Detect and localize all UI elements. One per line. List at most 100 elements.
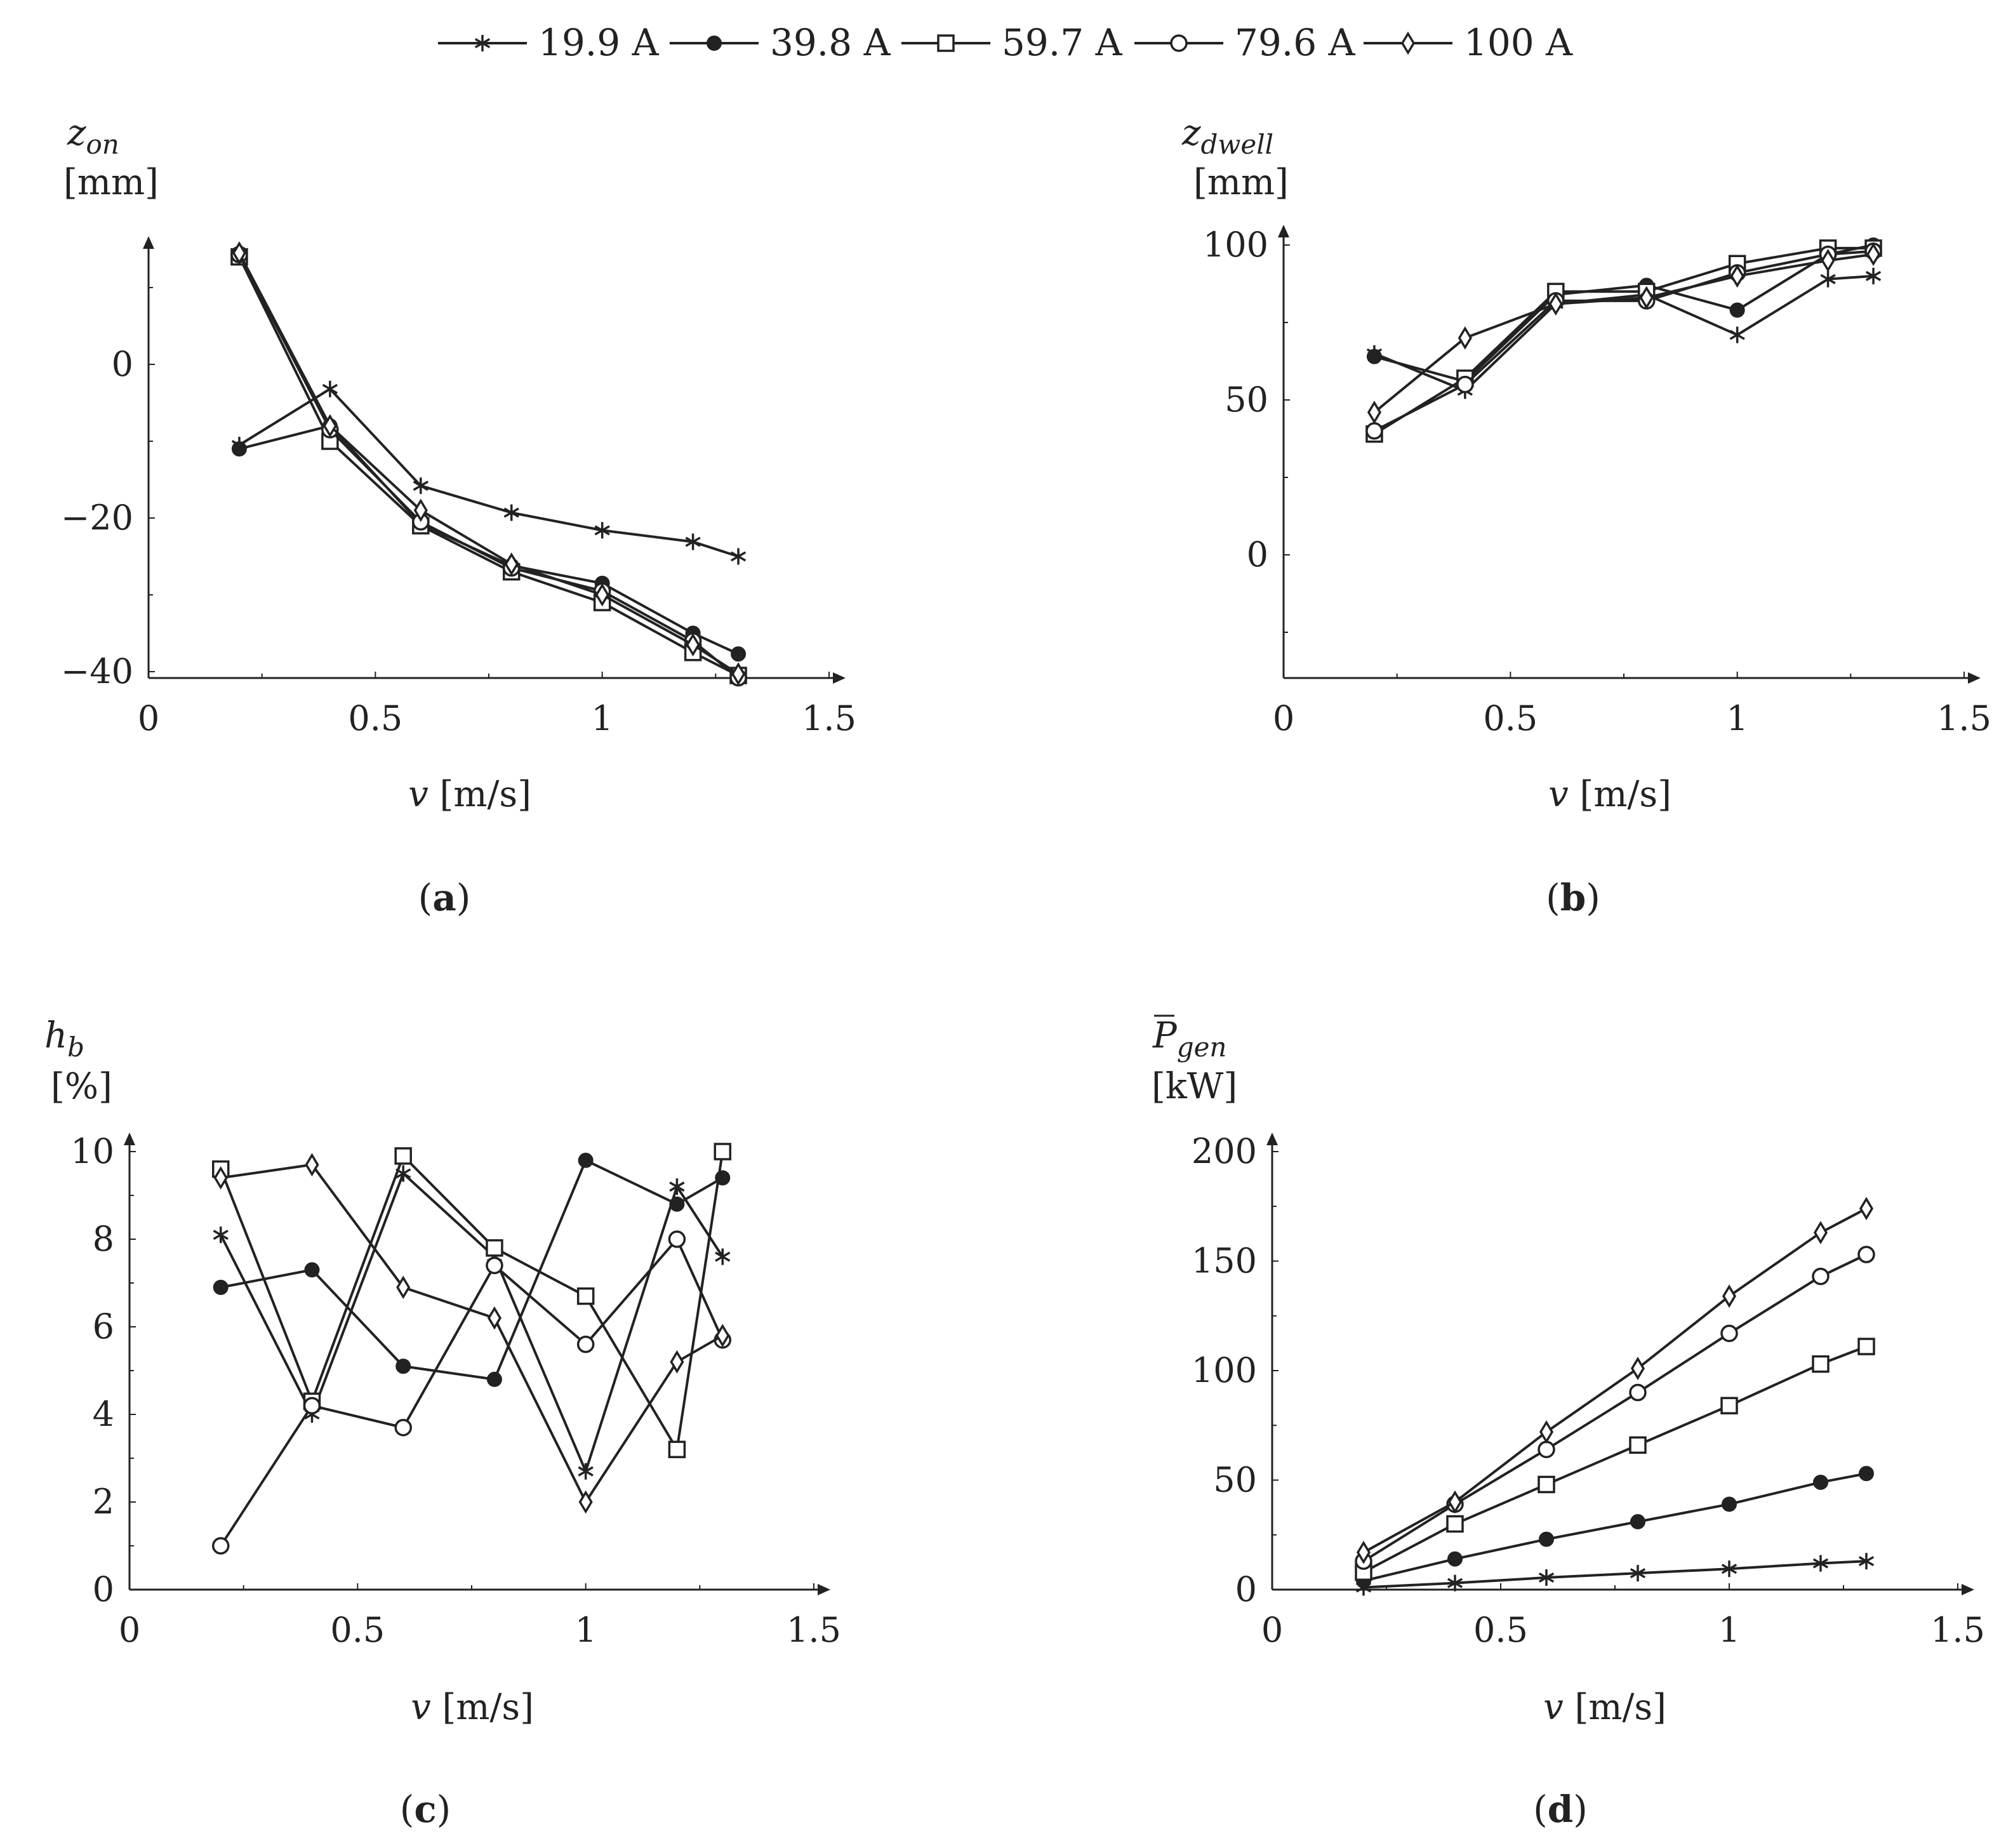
- x-axis-arrow-icon: [1968, 672, 1981, 684]
- y-axis-subscript: gen: [1177, 1032, 1227, 1063]
- x-axis-label: v [m/s]: [1548, 774, 1671, 815]
- series-line: [219, 1151, 724, 1454]
- panel-paren-open: (: [1533, 1788, 1548, 1831]
- legend-entry: 39.8 A: [670, 21, 891, 64]
- data-point: [714, 1143, 732, 1160]
- series-59-7-a: [230, 248, 747, 684]
- data-point: [503, 504, 519, 521]
- y-axis-symbol: P: [1152, 1015, 1178, 1056]
- series-19-9-a: [1355, 1553, 1875, 1596]
- y-tick-label: 0: [112, 344, 133, 384]
- series-line: [1363, 1207, 1867, 1554]
- legend-marker-icon: [1170, 34, 1188, 52]
- x-axis-unit: [m/s]: [431, 1687, 534, 1728]
- panel-letter: d: [1548, 1788, 1574, 1831]
- series-line: [220, 1237, 724, 1547]
- data-point: [213, 1226, 229, 1244]
- y-axis-label: zon: [67, 112, 119, 160]
- data-point: [1857, 1338, 1875, 1355]
- data-point: [1456, 375, 1474, 394]
- data-point: [487, 1306, 502, 1330]
- legend-entry: 100 A: [1364, 21, 1573, 64]
- series-100-a: [1367, 243, 1881, 424]
- legend-label: 79.6 A: [1235, 21, 1356, 64]
- x-tick-label: 0.5: [348, 698, 402, 738]
- panel-c: 0 0.5 1 1.5 0 2 4 6 8 10 hb[%] v [m/s] (c): [44, 1015, 841, 1831]
- series-line: [239, 424, 739, 655]
- panel-label: (b): [1546, 876, 1600, 919]
- x-tick-label: 0.5: [1473, 1610, 1528, 1650]
- y-axis-arrow-icon: [1278, 225, 1289, 237]
- series-100-a: [213, 1153, 730, 1514]
- y-tick-label: 150: [1192, 1241, 1257, 1281]
- panel-label: (d): [1533, 1788, 1588, 1831]
- data-point: [594, 522, 610, 539]
- series-59-7-a: [211, 1143, 732, 1458]
- y-tick-label: 0: [1235, 1569, 1257, 1609]
- x-tick-label: 1.5: [802, 698, 856, 738]
- y-tick-label: 8: [93, 1219, 114, 1259]
- y-axis-subscript: on: [86, 129, 119, 160]
- data-point: [1722, 1496, 1737, 1512]
- data-point: [394, 1418, 412, 1437]
- y-axis-arrow-icon: [143, 236, 154, 249]
- data-point: [1857, 1246, 1875, 1263]
- data-point: [486, 1256, 503, 1275]
- series-line: [238, 256, 739, 677]
- data-point: [394, 1147, 412, 1165]
- data-point: [413, 477, 428, 495]
- data-point: [1813, 1221, 1828, 1245]
- series-39-8-a: [213, 1152, 731, 1387]
- data-point: [578, 1152, 594, 1168]
- x-axis-unit: [m/s]: [1569, 774, 1671, 815]
- data-point: [1629, 1383, 1647, 1402]
- series-line: [1374, 274, 1874, 392]
- y-tick-label: 200: [1192, 1131, 1257, 1171]
- panel-letter: a: [432, 876, 456, 919]
- x-axis-arrow-icon: [1962, 1584, 1974, 1595]
- x-axis-symbol: v: [1543, 1687, 1564, 1728]
- series-39-8-a: [1356, 1466, 1874, 1589]
- data-point: [730, 548, 747, 565]
- data-point: [1365, 422, 1383, 440]
- series-line: [238, 387, 739, 558]
- data-point: [231, 441, 247, 457]
- data-point: [578, 1490, 593, 1514]
- x-axis-arrow-icon: [818, 1584, 830, 1595]
- panel-b: 0 0.5 1 1.5 0 50 100 zdwell[mm] v [m/s] (b): [1181, 112, 1991, 919]
- data-point: [1447, 1490, 1463, 1514]
- data-point: [576, 1335, 595, 1353]
- y-axis-arrow-icon: [1266, 1133, 1278, 1145]
- x-tick-label: 1: [1726, 698, 1748, 738]
- data-point: [1538, 1440, 1555, 1458]
- y-tick-label: 4: [93, 1394, 114, 1434]
- data-point: [1858, 1553, 1875, 1570]
- data-point: [1866, 243, 1881, 267]
- data-point: [1629, 1436, 1647, 1454]
- x-tick-label: 1: [591, 698, 613, 738]
- y-axis-symbol: z: [1181, 112, 1201, 154]
- data-point: [1630, 1514, 1645, 1530]
- data-point: [1539, 1420, 1554, 1444]
- panel-paren-close: ): [1573, 1788, 1588, 1831]
- panel-label: (c): [400, 1788, 451, 1831]
- legend-label: 100 A: [1464, 21, 1573, 64]
- data-point: [1356, 1540, 1371, 1564]
- x-axis-symbol: v: [408, 774, 428, 815]
- data-point: [1630, 1357, 1645, 1380]
- data-point: [213, 1279, 229, 1295]
- y-axis-subscript: b: [67, 1032, 84, 1063]
- y-tick-label: 100: [1192, 1350, 1257, 1390]
- legend: 19.9 A 39.8 A 59.7 A 79.6 A 100 A: [438, 21, 1573, 64]
- data-point: [1730, 264, 1744, 288]
- x-tick-label: 1: [575, 1610, 596, 1650]
- data-point: [413, 498, 428, 522]
- series-line: [1374, 249, 1874, 432]
- y-tick-label: 0: [1247, 535, 1268, 575]
- data-point: [305, 1153, 319, 1177]
- series-79-6-a: [1365, 243, 1882, 440]
- y-axis-symbol: z: [67, 112, 86, 154]
- legend-marker-icon: [1400, 31, 1416, 55]
- data-point: [1721, 1560, 1737, 1578]
- data-point: [504, 552, 519, 576]
